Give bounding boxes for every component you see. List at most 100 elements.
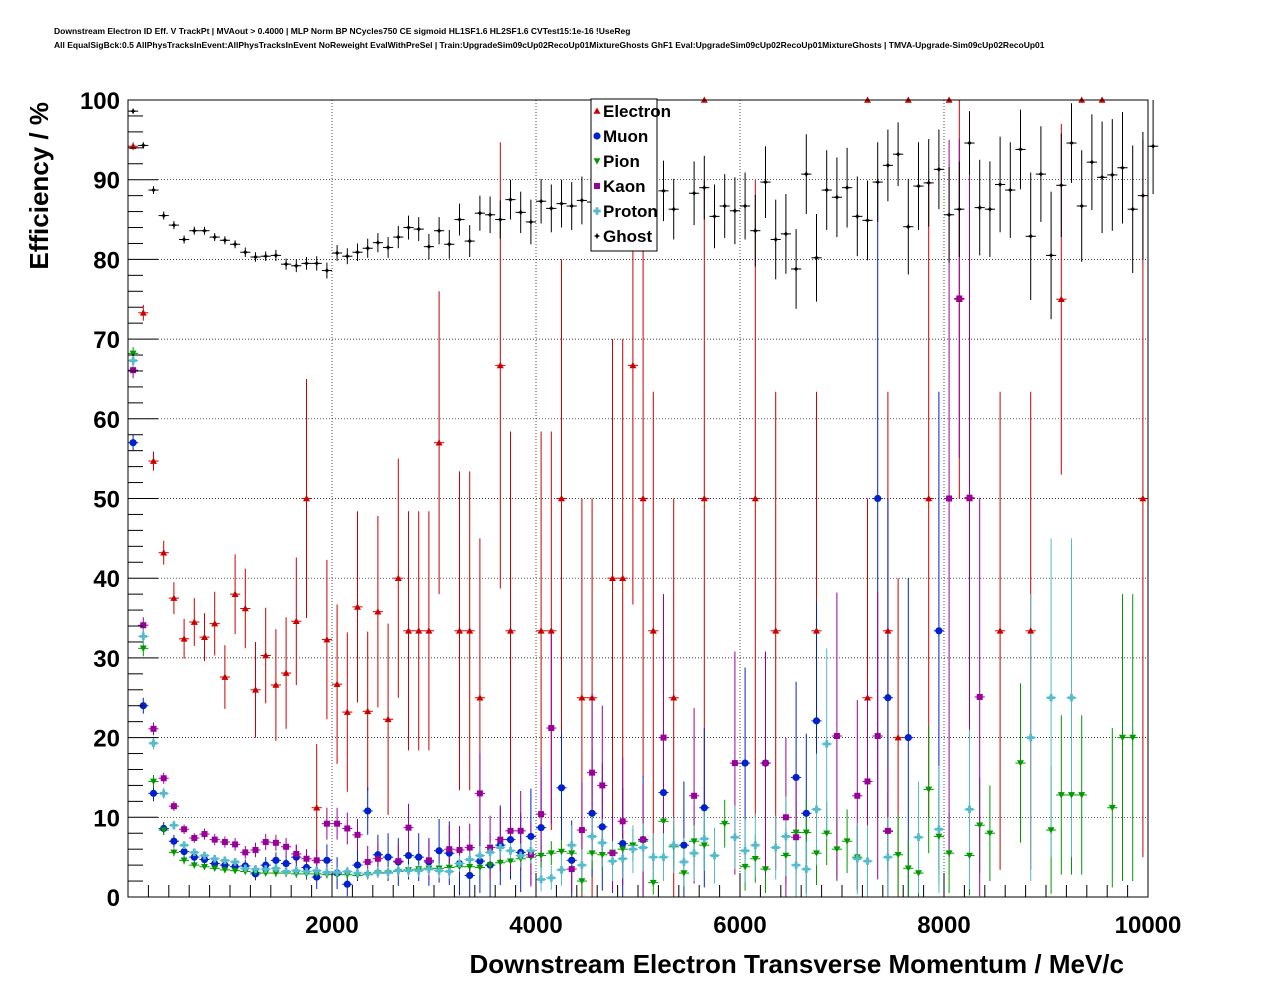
data-points bbox=[129, 96, 1157, 888]
pion-point bbox=[190, 862, 198, 869]
proton-point bbox=[782, 832, 790, 841]
ghost-point bbox=[1119, 164, 1126, 171]
ghost-point bbox=[558, 200, 565, 207]
ghost-point bbox=[415, 225, 422, 233]
pion-point bbox=[1068, 792, 1075, 799]
electron-point bbox=[415, 627, 423, 634]
ghost-point bbox=[160, 212, 167, 219]
ghost-point bbox=[731, 207, 739, 214]
electron-point bbox=[629, 361, 637, 369]
ghost-point bbox=[456, 216, 463, 223]
electron-point bbox=[609, 574, 616, 581]
muon-point bbox=[506, 836, 515, 844]
proton-point bbox=[251, 865, 260, 873]
kaon-point bbox=[466, 844, 473, 851]
ghost-point bbox=[568, 202, 575, 210]
electron-point bbox=[160, 549, 168, 556]
kaon-point bbox=[293, 850, 300, 857]
y-tick-label: 80 bbox=[93, 247, 120, 274]
pion-point bbox=[507, 858, 514, 865]
electron-point bbox=[884, 627, 892, 634]
ghost-point bbox=[272, 252, 280, 259]
muon-point bbox=[221, 861, 229, 869]
muon-point bbox=[415, 853, 423, 861]
kaon-point bbox=[691, 792, 698, 799]
ghost-point bbox=[813, 254, 820, 262]
proton-point bbox=[822, 740, 831, 748]
pion-point bbox=[966, 852, 973, 860]
ghost-point bbox=[170, 221, 178, 229]
ghost-point bbox=[180, 236, 188, 243]
pion-point bbox=[272, 870, 280, 877]
y-tick-label: 100 bbox=[80, 88, 120, 115]
legend-box bbox=[590, 98, 658, 252]
proton-point bbox=[557, 866, 566, 874]
kaon-point bbox=[211, 836, 218, 843]
muon-point bbox=[680, 841, 688, 849]
ghost-point bbox=[344, 253, 351, 260]
ghost-point bbox=[854, 213, 861, 220]
ghost-point bbox=[323, 267, 331, 274]
ghost-point bbox=[1109, 171, 1116, 179]
pion-point bbox=[925, 786, 933, 793]
ghost-point bbox=[945, 211, 953, 218]
kaon-point bbox=[150, 725, 157, 732]
legend-marker-muon bbox=[593, 132, 601, 140]
proton-point bbox=[292, 866, 301, 875]
ghost-point bbox=[282, 260, 290, 268]
kaon-point bbox=[956, 295, 963, 302]
ghost-point bbox=[925, 179, 932, 187]
electron-point bbox=[649, 627, 657, 634]
proton-point bbox=[435, 866, 443, 875]
ghost-point bbox=[660, 187, 667, 195]
muon-point bbox=[404, 851, 413, 860]
electron-point bbox=[354, 603, 361, 610]
ghost-point bbox=[701, 184, 708, 191]
muon-point bbox=[272, 856, 280, 864]
pion-point bbox=[211, 865, 219, 872]
proton-point bbox=[935, 825, 943, 834]
muon-point bbox=[527, 832, 535, 841]
muon-point bbox=[802, 809, 810, 817]
kaon-point bbox=[874, 733, 881, 740]
proton-point bbox=[343, 867, 352, 876]
proton-point bbox=[323, 868, 331, 877]
electron-point bbox=[343, 708, 351, 715]
ghost-point bbox=[242, 249, 249, 256]
proton-point bbox=[363, 870, 372, 878]
ghost-point bbox=[537, 198, 545, 205]
chart-title-line-1: Downstream Electron ID Eff. V TrackPt | … bbox=[54, 26, 631, 36]
ghost-point bbox=[905, 223, 912, 230]
pion-point bbox=[976, 822, 984, 829]
kaon-point bbox=[864, 778, 871, 785]
muon-point bbox=[323, 856, 331, 864]
pion-point bbox=[680, 870, 688, 877]
legend: Electron Muon Pion Kaon Proton Ghost bbox=[590, 98, 671, 252]
pion-point bbox=[721, 820, 729, 828]
proton-point bbox=[241, 864, 250, 873]
electron-point bbox=[425, 627, 433, 634]
proton-point bbox=[771, 843, 780, 852]
proton-point bbox=[639, 843, 647, 852]
kaon-point bbox=[456, 846, 463, 853]
kaon-point bbox=[262, 839, 269, 846]
x-tick-label: 8000 bbox=[917, 912, 970, 939]
ghost-point bbox=[507, 196, 514, 203]
electron-point bbox=[313, 804, 321, 811]
electron-point bbox=[507, 627, 514, 634]
legend-label-proton: Proton bbox=[603, 202, 658, 221]
ghost-point bbox=[517, 209, 524, 216]
proton-point bbox=[1026, 733, 1035, 742]
electron-point bbox=[864, 694, 871, 701]
ghost-point bbox=[752, 227, 759, 234]
proton-point bbox=[700, 835, 709, 843]
proton-point bbox=[476, 851, 484, 860]
electron-point bbox=[537, 627, 545, 634]
pion-point bbox=[180, 857, 188, 864]
pion-point bbox=[802, 829, 810, 836]
kaon-point bbox=[599, 782, 606, 789]
x-tick-label: 6000 bbox=[713, 912, 766, 939]
proton-point bbox=[272, 864, 280, 873]
proton-point bbox=[282, 867, 290, 876]
pion-point bbox=[476, 864, 484, 872]
